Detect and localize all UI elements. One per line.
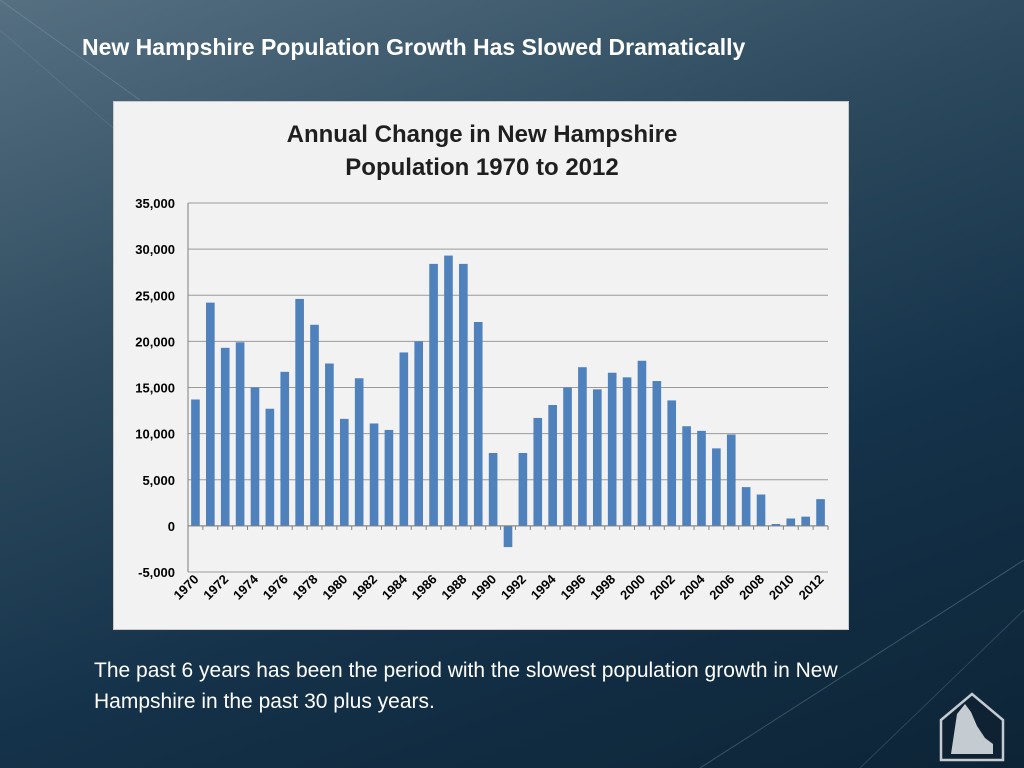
bar-1999 — [622, 377, 632, 526]
bar-1980 — [339, 418, 349, 526]
bar-2000 — [637, 360, 647, 526]
y-tick-label: -5,000 — [138, 565, 175, 580]
bar-2007 — [741, 487, 751, 526]
bar-1983 — [384, 429, 394, 526]
x-tick-label: 1988 — [438, 572, 469, 603]
bar-1986 — [429, 263, 438, 526]
x-tick-label: 1980 — [319, 572, 350, 603]
bar-2005 — [712, 448, 721, 526]
x-tick-label: 2004 — [677, 571, 709, 603]
bar-1972 — [220, 347, 230, 526]
x-tick-label: 2010 — [766, 572, 797, 603]
x-tick-label: 1976 — [260, 572, 291, 603]
y-tick-label: 10,000 — [135, 427, 175, 442]
bar-chart: Annual Change in New Hampshire Populatio… — [135, 121, 829, 603]
bar-1998 — [607, 372, 617, 526]
bar-1975 — [265, 408, 275, 526]
bar-1988 — [459, 263, 468, 526]
bar-1996 — [578, 367, 587, 526]
bar-1982 — [369, 423, 379, 526]
bar-2002 — [667, 400, 677, 526]
x-tick-label: 1996 — [557, 572, 588, 603]
y-tick-label: 35,000 — [135, 196, 175, 211]
x-tick-label: 1972 — [200, 572, 231, 603]
x-tick-label: 1992 — [498, 572, 529, 603]
bar-2006 — [726, 434, 736, 526]
bar-2009 — [771, 524, 781, 526]
bar-1991 — [503, 525, 513, 548]
x-tick-label: 1986 — [409, 572, 440, 603]
y-tick-label: 15,000 — [135, 381, 175, 396]
x-tick-label: 2002 — [647, 572, 678, 603]
bar-1994 — [548, 405, 557, 526]
bar-1987 — [444, 255, 453, 526]
x-tick-label: 1974 — [230, 571, 262, 603]
bar-1990 — [488, 452, 498, 526]
x-tick-label: 1978 — [290, 572, 321, 603]
bar-1977 — [295, 298, 304, 526]
x-tick-label: 1994 — [528, 571, 560, 603]
axes — [187, 203, 829, 572]
bar-1985 — [414, 341, 424, 526]
bar-2010 — [786, 518, 796, 526]
y-axis-tick-labels: 35,000 30,000 25,000 20,000 15,000 10,000 5,00… — [135, 196, 175, 580]
bar-1974 — [250, 387, 260, 526]
y-tick-label: 30,000 — [135, 242, 175, 257]
bar-1997 — [592, 389, 602, 526]
new-hampshire-state-outline-icon — [939, 692, 1005, 762]
bar-2001 — [652, 381, 662, 526]
y-tick-label: 20,000 — [135, 334, 175, 349]
y-tick-label: 0 — [168, 519, 175, 534]
x-tick-label: 1984 — [379, 571, 411, 603]
bar-2008 — [756, 494, 766, 526]
x-tick-label: 1990 — [468, 572, 499, 603]
chart-title-line-1: Annual Change in New Hampshire — [287, 121, 678, 148]
bar-2004 — [697, 430, 706, 526]
bar-1973 — [235, 342, 245, 526]
bar-1993 — [533, 417, 543, 526]
bar-1971 — [206, 302, 215, 526]
bar-1989 — [473, 322, 483, 526]
x-tick-label: 2012 — [796, 572, 827, 603]
x-tick-label: 1998 — [587, 572, 618, 603]
slide-caption: The past 6 years has been the period wit… — [94, 659, 838, 713]
y-tick-label: 5,000 — [142, 473, 175, 488]
bar-2012 — [816, 499, 825, 526]
y-tick-label: 25,000 — [135, 288, 175, 303]
bar-1970 — [191, 399, 200, 526]
x-tick-label: 2008 — [736, 572, 767, 603]
bar-1995 — [563, 387, 572, 526]
chart-title-line-2: Population 1970 to 2012 — [345, 154, 618, 181]
x-tick-label: 1982 — [349, 572, 380, 603]
bar-1992 — [518, 452, 528, 526]
bar-1984 — [399, 352, 409, 526]
bar-1979 — [325, 363, 334, 526]
slide-title: New Hampshire Population Growth Has Slow… — [82, 34, 746, 60]
chart-frame: Annual Change in New Hampshire Populatio… — [113, 101, 849, 630]
x-tick-label: 1970 — [171, 572, 202, 603]
bars — [191, 255, 825, 548]
bar-1981 — [354, 378, 364, 526]
bar-2003 — [682, 426, 691, 526]
x-tick-label: 2006 — [706, 572, 737, 603]
bar-1978 — [310, 324, 319, 526]
bar-2011 — [801, 516, 810, 526]
x-axis-tick-labels: 1970197219741976197819801982198419861988… — [171, 571, 827, 603]
bar-1976 — [280, 371, 290, 526]
x-tick-label: 2000 — [617, 572, 648, 603]
